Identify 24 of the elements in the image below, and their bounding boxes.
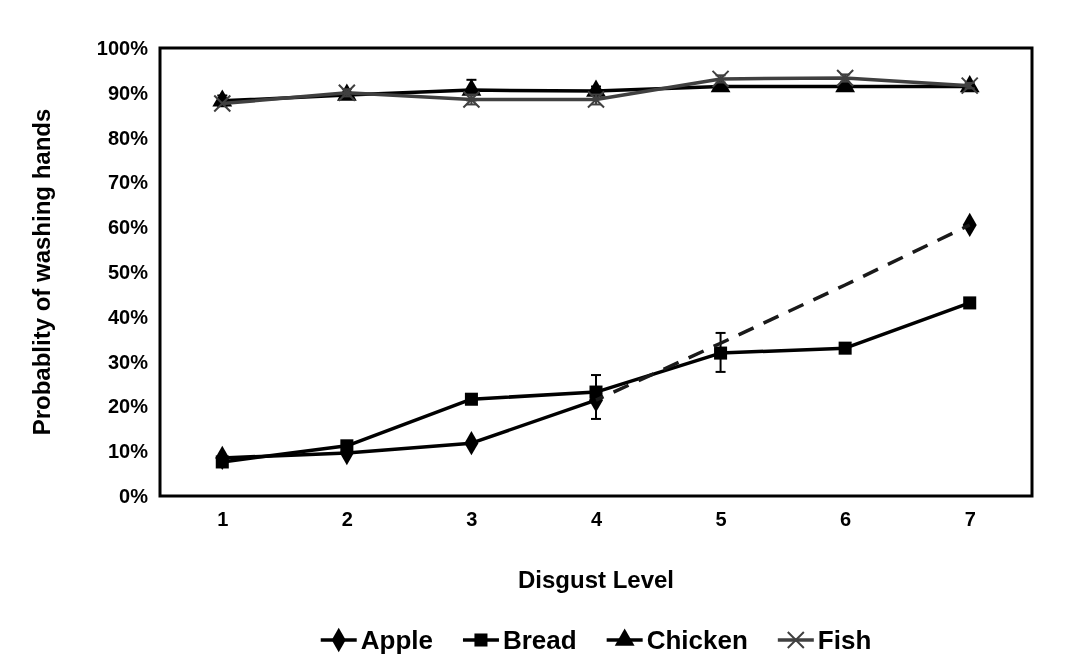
x-tick-label: 5 [715, 508, 727, 531]
y-axis-title: Probablity of washing hands [28, 108, 55, 436]
x-tick-label: 7 [964, 508, 976, 531]
y-tick-label: 80% [107, 126, 149, 149]
y-tick-label: 20% [107, 395, 149, 418]
legend-label: Bread [502, 625, 577, 655]
x-tick-label: 2 [341, 508, 353, 531]
y-tick-label: 30% [107, 350, 149, 373]
legend-label: Fish [817, 625, 872, 655]
legend-label: Chicken [646, 625, 748, 655]
y-tick-label: 50% [107, 260, 149, 283]
y-tick-label: 60% [107, 216, 149, 239]
y-tick-label: 70% [107, 171, 149, 194]
y-tick-label: 100% [96, 36, 149, 59]
x-tick-label: 4 [590, 508, 603, 531]
legend-label: Apple [360, 625, 433, 655]
x-tick-label: 1 [217, 508, 229, 531]
y-tick-label: 0% [119, 484, 149, 507]
x-tick-label: 3 [466, 508, 478, 531]
y-tick-label: 10% [107, 440, 149, 463]
y-tick-label: 90% [107, 81, 149, 104]
x-tick-label: 6 [840, 508, 852, 531]
y-tick-label: 40% [107, 305, 149, 328]
x-axis-title: Disgust Level [517, 566, 675, 593]
